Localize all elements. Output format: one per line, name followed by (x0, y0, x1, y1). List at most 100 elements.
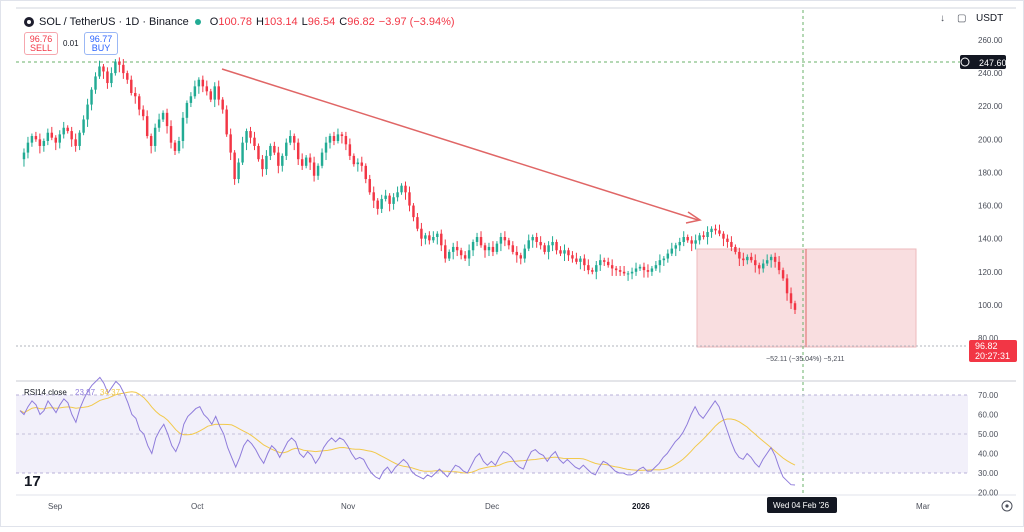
candle-body[interactable] (110, 73, 113, 84)
candle-body[interactable] (575, 258, 578, 262)
fullscreen-icon[interactable]: ▢ (957, 13, 967, 24)
candle-body[interactable] (738, 251, 741, 259)
candle-body[interactable] (193, 86, 197, 97)
candle-body[interactable] (78, 132, 81, 146)
candle-body[interactable] (70, 131, 73, 140)
candle-body[interactable] (261, 159, 264, 170)
candle-body[interactable] (74, 139, 77, 146)
candle-body[interactable] (316, 165, 320, 176)
candle-body[interactable] (332, 136, 336, 141)
candle-body[interactable] (559, 250, 562, 254)
candle-body[interactable] (90, 89, 93, 105)
symbol-title[interactable]: SOL / TetherUS · 1D · Binance (39, 16, 189, 28)
candle-body[interactable] (487, 246, 491, 251)
candle-body[interactable] (161, 112, 165, 120)
candle-body[interactable] (479, 237, 483, 246)
candle-body[interactable] (610, 265, 614, 269)
candle-body[interactable] (507, 240, 511, 246)
candle-body[interactable] (221, 99, 224, 110)
candle-body[interactable] (626, 273, 630, 275)
candle-body[interactable] (682, 237, 685, 242)
candle-body[interactable] (467, 250, 471, 259)
candle-body[interactable] (694, 240, 697, 244)
candle-body[interactable] (336, 134, 340, 141)
candle-body[interactable] (265, 155, 268, 170)
candle-body[interactable] (281, 155, 284, 166)
candle-body[interactable] (237, 162, 240, 180)
candle-body[interactable] (614, 268, 618, 271)
candle-body[interactable] (531, 237, 534, 241)
candle-body[interactable] (793, 303, 797, 310)
candle-body[interactable] (618, 270, 622, 272)
candle-body[interactable] (368, 179, 371, 193)
candle-body[interactable] (515, 251, 519, 256)
price-axis[interactable]: 260.00 240.00 220.00 200.00 180.00 160.00 140.… (978, 36, 1003, 343)
candle-body[interactable] (189, 96, 193, 103)
candle-body[interactable] (750, 256, 753, 261)
candle-body[interactable] (328, 136, 332, 143)
candle-body[interactable] (726, 238, 729, 242)
candle-body[interactable] (400, 185, 403, 193)
candle-body[interactable] (269, 145, 272, 156)
candle-body[interactable] (555, 241, 558, 251)
candle-body[interactable] (761, 263, 765, 269)
candle-body[interactable] (773, 256, 777, 262)
candle-body[interactable] (706, 232, 709, 238)
candle-body[interactable] (702, 235, 705, 238)
candle-body[interactable] (253, 137, 256, 146)
candle-body[interactable] (408, 192, 411, 206)
candle-body[interactable] (698, 235, 701, 241)
currency-selector[interactable]: USDT (976, 13, 1004, 24)
candle-body[interactable] (308, 157, 312, 163)
candle-body[interactable] (50, 132, 54, 138)
trend-arrow-line[interactable] (221, 68, 699, 221)
candle-body[interactable] (312, 162, 316, 176)
candle-body[interactable] (153, 127, 157, 146)
candle-body[interactable] (718, 230, 721, 234)
candle-body[interactable] (686, 237, 689, 241)
candle-body[interactable] (642, 266, 646, 271)
candle-body[interactable] (296, 142, 300, 160)
candle-body[interactable] (503, 237, 507, 241)
plus-icon[interactable] (960, 57, 970, 67)
candle-body[interactable] (789, 293, 793, 304)
candle-body[interactable] (185, 102, 189, 118)
candle-body[interactable] (229, 134, 232, 153)
candle-body[interactable] (678, 241, 681, 246)
candle-body[interactable] (754, 260, 757, 266)
buy-button[interactable]: 96.77 BUY (84, 32, 118, 55)
candle-body[interactable] (547, 245, 550, 252)
candle-body[interactable] (277, 152, 280, 166)
candle-body[interactable] (380, 198, 383, 209)
candle-body[interactable] (404, 185, 407, 193)
candle-body[interactable] (690, 240, 693, 244)
candle-body[interactable] (209, 91, 212, 100)
candle-body[interactable] (177, 140, 181, 151)
candle-body[interactable] (483, 245, 487, 251)
candle-body[interactable] (448, 251, 451, 259)
candle-body[interactable] (535, 237, 538, 242)
candle-body[interactable] (98, 66, 101, 77)
candle-body[interactable] (551, 241, 554, 246)
candle-body[interactable] (455, 246, 459, 251)
candle-body[interactable] (666, 253, 670, 259)
candle-body[interactable] (543, 245, 546, 252)
candle-body[interactable] (710, 228, 713, 233)
candle-body[interactable] (157, 119, 161, 128)
candle-body[interactable] (599, 260, 602, 266)
candle-body[interactable] (650, 268, 654, 272)
rsi-line[interactable] (19, 376, 796, 486)
candle-body[interactable] (451, 246, 455, 252)
candle-body[interactable] (249, 131, 252, 138)
candle-body[interactable] (765, 260, 769, 264)
candle-body[interactable] (606, 261, 610, 266)
candle-body[interactable] (82, 119, 85, 133)
candle-body[interactable] (769, 256, 773, 261)
candle-body[interactable] (205, 86, 209, 92)
candle-body[interactable] (567, 250, 570, 256)
candle-body[interactable] (622, 271, 626, 274)
candle-body[interactable] (511, 245, 515, 252)
candle-body[interactable] (420, 228, 423, 239)
candle-body[interactable] (38, 139, 42, 146)
candle-body[interactable] (746, 256, 749, 261)
